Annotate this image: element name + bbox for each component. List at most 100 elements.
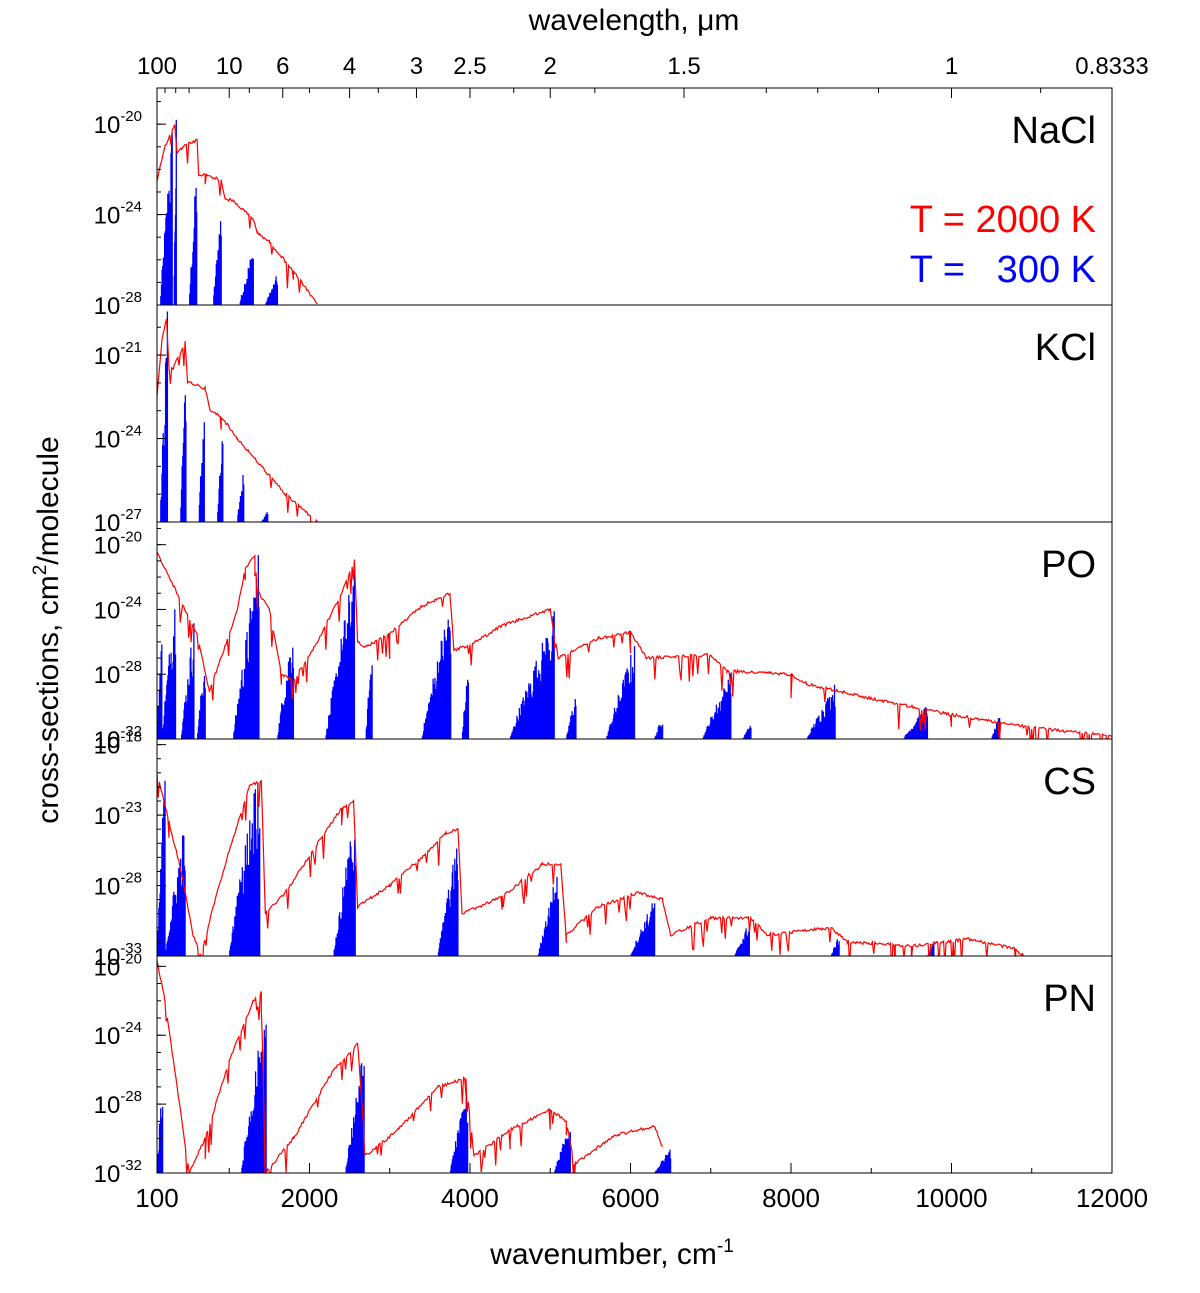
- y-tick-exp: -20: [120, 108, 142, 125]
- band-300k: [345, 1063, 365, 1173]
- x-tick-label: 4000: [441, 1183, 499, 1213]
- band-300k: [189, 187, 198, 305]
- band-300k: [654, 1149, 672, 1173]
- y-tick-exp: -18: [120, 729, 142, 746]
- y-tick-base: 10: [94, 343, 121, 370]
- band-300k: [173, 119, 177, 305]
- y-tick-exp: -24: [120, 593, 142, 610]
- y-tick-label: 10-20: [94, 529, 142, 560]
- series-300k: [157, 780, 935, 956]
- panel-plot-area: [157, 960, 672, 1173]
- y-tick-exp: -32: [120, 723, 142, 740]
- band-300k: [217, 441, 224, 522]
- x2-tick-label: 2.5: [453, 53, 486, 80]
- y-tick-label: 10-20: [94, 950, 142, 981]
- band-300k: [510, 611, 555, 739]
- panel-plot-area: [157, 311, 318, 522]
- band-300k: [437, 848, 459, 956]
- top-axis-group: 100 10 6 4 3 2.5 2 1.5 1 0.8333: [137, 53, 1149, 98]
- y-tick-exp: -28: [120, 870, 142, 887]
- panel-frame: [156, 304, 1113, 523]
- x2-tick-label: 3: [410, 53, 423, 80]
- band-300k: [261, 512, 269, 522]
- y-tick-label: 10-28: [94, 870, 142, 901]
- x2-tick-label: 2: [544, 53, 557, 80]
- series-2000k: [157, 960, 664, 1173]
- panel-label: NaCl: [1012, 110, 1096, 152]
- band-300k: [160, 132, 173, 305]
- y-tick-exp: -20: [120, 950, 142, 967]
- x2-tick-label: 1.5: [667, 53, 700, 80]
- y-tick-exp: -23: [120, 799, 142, 816]
- band-300k: [333, 839, 356, 956]
- y-tick-label: 10-20: [94, 108, 142, 139]
- y-tick-label: 10-28: [94, 1088, 142, 1119]
- panel-frame: [156, 738, 1113, 957]
- x2-tick-label: 6: [276, 53, 289, 80]
- series-300k: [160, 119, 279, 305]
- series-2000k: [157, 772, 1024, 956]
- y-tick-base: 10: [94, 944, 121, 971]
- y-tick-label: 10-24: [94, 199, 142, 230]
- y-tick-label: 10-28: [94, 658, 142, 689]
- band-300k: [197, 675, 206, 739]
- band-300k: [654, 724, 664, 739]
- x-tick-label: 6000: [602, 1183, 660, 1213]
- band-300k: [421, 619, 452, 739]
- x2-tick-label: 100: [137, 53, 177, 80]
- panel-frame: [156, 955, 1113, 1174]
- panel-plot-area: [157, 772, 1024, 956]
- panel-label: CS: [1043, 761, 1096, 803]
- band-300k: [449, 1092, 469, 1173]
- series-300k: [160, 311, 269, 522]
- y-tick-exp: -21: [120, 339, 142, 356]
- y-tick-base: 10: [94, 803, 121, 830]
- y-tick-exp: -24: [120, 423, 142, 440]
- band-300k: [566, 699, 577, 739]
- band-300k: [807, 684, 836, 739]
- x2-axis-title: wavelength, μm: [528, 4, 740, 37]
- band-300k: [831, 939, 840, 956]
- band-300k: [365, 665, 373, 739]
- y-tick-exp: -28: [120, 658, 142, 675]
- y-tick-base: 10: [94, 1161, 121, 1188]
- band-300k: [161, 609, 177, 739]
- band-300k: [229, 782, 261, 956]
- band-300k: [213, 221, 222, 305]
- band-300k: [265, 276, 279, 305]
- band-300k: [461, 679, 470, 739]
- panels-group: 10-2010-2410-28NaCl10-2110-2410-27KCl10-…: [94, 87, 1113, 1188]
- x2-tick-label: 10: [216, 53, 243, 80]
- bottom-axis-group: 100 2000 4000 6000 8000 10000 12000: [135, 1163, 1148, 1213]
- series-2000k: [157, 318, 318, 522]
- series-2000k: [157, 124, 318, 305]
- y-tick-base: 10: [94, 510, 121, 537]
- y-tick-base: 10: [94, 427, 121, 454]
- band-300k: [277, 647, 295, 739]
- y-tick-base: 10: [94, 1092, 121, 1119]
- y-tick-exp: -24: [120, 199, 142, 216]
- x-tick-label: 2000: [281, 1183, 339, 1213]
- panel-label: PO: [1041, 544, 1096, 586]
- band-300k: [630, 903, 656, 956]
- y-tick-exp: -28: [120, 289, 142, 306]
- x-axis-title: wavenumber, cm-1: [489, 1236, 734, 1271]
- x2-tick-label: 4: [343, 53, 356, 80]
- band-300k: [742, 725, 752, 739]
- y-tick-label: 10-24: [94, 423, 142, 454]
- y-tick-base: 10: [94, 733, 121, 760]
- y-tick-base: 10: [94, 727, 121, 754]
- x-tick-label: 8000: [762, 1183, 820, 1213]
- band-300k: [157, 780, 166, 956]
- x2-tick-label: 1: [945, 53, 958, 80]
- y-tick-base: 10: [94, 533, 121, 560]
- y-tick-label: 10-24: [94, 1019, 142, 1050]
- x-tick-label: 10000: [915, 1183, 987, 1213]
